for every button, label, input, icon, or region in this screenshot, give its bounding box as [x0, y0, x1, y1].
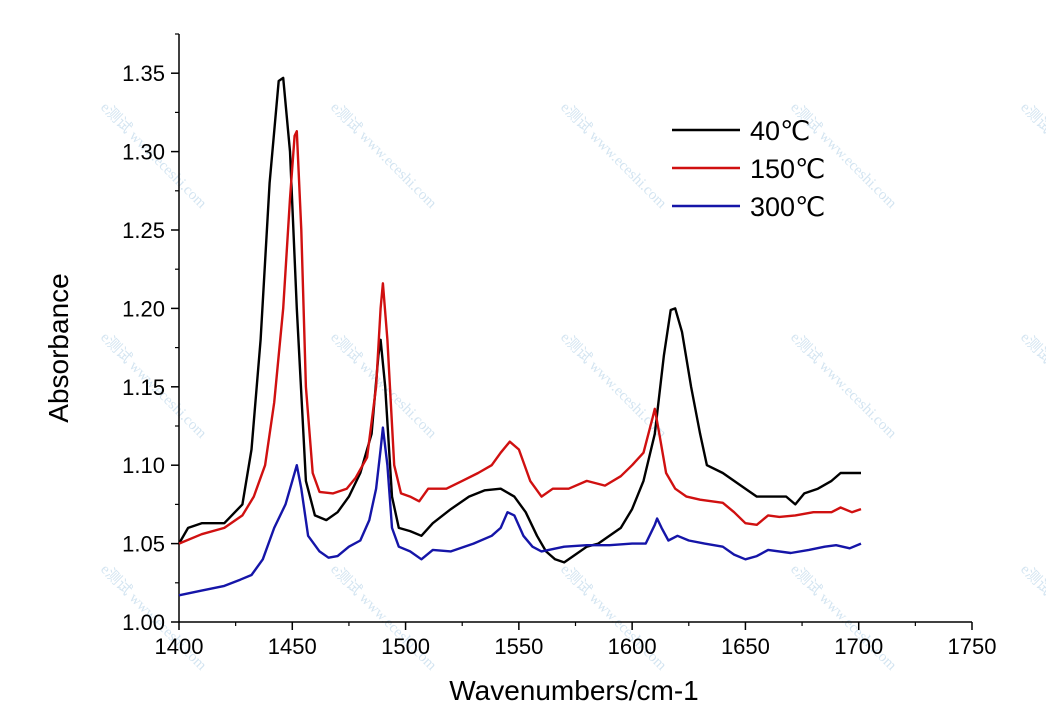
x-tick-label: 1500: [381, 634, 430, 659]
y-tick-label: 1.20: [122, 296, 165, 321]
axes: 1400 1450 1500 1550 1600 1650 1700 1750 1.00 1.05…: [122, 33, 997, 659]
y-tick-label: 1.15: [122, 375, 165, 400]
series-line: [178, 426, 862, 597]
series-layer: [177, 76, 862, 597]
x-axis-title: Wavenumbers/cm-1: [449, 675, 698, 706]
x-tick-label: 1400: [155, 634, 204, 659]
legend-label: 300℃: [750, 192, 825, 222]
y-tick-label: 1.00: [122, 610, 165, 635]
y-tick-label: 1.30: [122, 140, 165, 165]
legend: 40℃ 150℃ 300℃: [672, 116, 825, 222]
y-axis-title: Absorbance: [43, 273, 74, 422]
series-line: [177, 76, 861, 564]
y-tick-label: 1.05: [122, 532, 165, 557]
y-tick-label: 1.35: [122, 61, 165, 86]
legend-label: 150℃: [750, 154, 825, 184]
x-tick-label: 1750: [948, 634, 997, 659]
x-tick-label: 1700: [834, 634, 883, 659]
y-tick-label: 1.25: [122, 218, 165, 243]
series-line: [178, 130, 862, 545]
x-tick-label: 1650: [721, 634, 770, 659]
legend-label: 40℃: [750, 116, 810, 146]
x-tick-label: 1600: [608, 634, 657, 659]
x-tick-label: 1550: [494, 634, 543, 659]
x-tick-label: 1450: [268, 634, 317, 659]
y-tick-label: 1.10: [122, 453, 165, 478]
